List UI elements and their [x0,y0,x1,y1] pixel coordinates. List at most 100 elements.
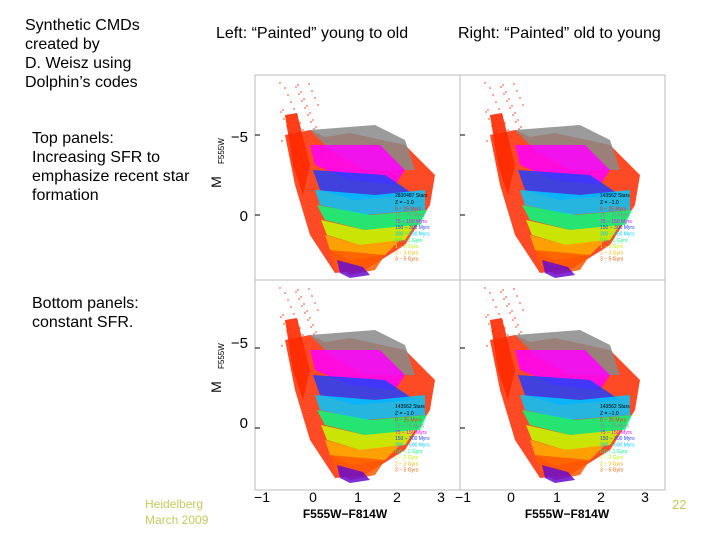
y-axis-label-sub: F555W [217,138,226,164]
left-caption: Left: “Painted” young to old [216,25,409,42]
x-axis-label: F555W−F814W [525,507,610,520]
scatter-point [518,333,520,335]
x-tick-label: −1 [455,489,471,505]
top-panels-note: Top panels: Increasing SFR to emphasize … [32,130,190,204]
legend-entry: 300 − 600 Myrs [600,232,635,238]
legend-entry: 3 − 5 Gyrs [600,468,624,474]
scatter-point [309,112,311,114]
legend-entry: 1 − 2 Gyrs [600,244,624,250]
x-tick-label: 3 [641,489,649,505]
x-tick-label: 2 [393,489,401,505]
scatter-point [502,84,504,86]
y-axis-label-text: M [208,176,224,188]
y-axis-label-sub: F555W [217,343,226,369]
credit-text: Synthetic CMDs created by D. Weisz using… [25,17,140,91]
legend-star-count: 143562 Stars [600,404,630,410]
scatter-point [522,104,524,106]
scatter-point [488,118,490,120]
scatter-point [519,97,521,99]
scatter-point [309,317,311,319]
right-caption: Right: “Painted” old to young [458,25,661,42]
legend-entry: 25 − 75 Myrs [600,424,630,430]
scatter-point [506,305,508,307]
upper-main-sequence [490,113,515,195]
scatter-point [502,289,504,291]
scatter-point [508,98,510,100]
scatter-point [485,316,487,318]
cmd-color-band [315,395,425,420]
scatter-point [520,331,522,333]
scatter-point [315,126,317,128]
legend-entry: 0 − 25 Myrs [395,206,422,212]
scatter-point [302,129,304,131]
legend-entry: 150 − 300 Myrs [600,225,635,231]
legend-entry: 1 − 2 Gyrs [395,455,419,461]
scatter-point [489,87,491,89]
scatter-point [306,105,308,107]
cmd-color-band [317,410,427,435]
slide-number: 22 [672,497,687,512]
y-axis-label-top: M F555W [208,138,226,188]
scatter-point [485,111,487,113]
scatter-point [518,128,520,130]
scatter-point [311,295,313,297]
scatter-point [282,109,284,111]
x-tick-label: 3 [437,489,445,505]
scatter-point [505,91,507,93]
scatter-point [293,108,295,110]
scatter-point [492,94,494,96]
scatter-point [281,140,283,142]
footer-venue: Heidelberg March 2009 [145,497,209,527]
scatter-point [308,288,310,290]
cmd-color-band [337,465,370,483]
scatter-point [517,119,519,121]
cmd-color-band [542,260,575,278]
legend-entry: 2 − 3 Gyrs [600,250,624,256]
legend-entry: 0.6 − 1 Gyrs [395,449,423,455]
y-tick-label: 0 [240,415,248,432]
scatter-point [287,299,289,301]
scatter-point [284,87,286,89]
scatter-point [484,287,486,289]
scatter-point [516,295,518,297]
scatter-point [509,312,511,314]
scatter-point [515,121,517,123]
cmd-color-band [526,425,620,450]
x-tick-label: −1 [254,489,270,505]
scatter-point [514,317,516,319]
scatter-point [514,112,516,114]
legend-entry: 1 − 2 Gyrs [395,244,419,250]
legend-entry: Z = −1.0 [600,411,619,417]
scatter-point [314,302,316,304]
scatter-point [505,296,507,298]
scatter-point [512,114,514,116]
scatter-point [283,118,285,120]
scatter-point [484,82,486,84]
scatter-point [280,316,282,318]
scatter-point [283,323,285,325]
scatter-point [311,90,313,92]
scatter-point [507,334,509,336]
scatter-point [280,111,282,113]
scatter-point [503,93,505,95]
legend-entry: 25 − 75 Myrs [395,213,425,219]
scatter-point [489,292,491,294]
scatter-point [506,100,508,102]
cmd-color-band [321,220,415,245]
scatter-point [300,296,302,298]
upper-main-sequence [285,113,310,195]
x-tick-label: 1 [354,489,362,505]
scatter-point [503,298,505,300]
legend-star-count: 143562 Stars [395,404,425,410]
legend-entry: Z = −1.0 [395,411,414,417]
scatter-point [520,126,522,128]
legend-star-count: 2830487 Stars [395,193,428,199]
scatter-point [486,140,488,142]
scatter-point [516,90,518,92]
cmd-color-band [542,465,575,483]
scatter-point [303,303,305,305]
legend-entry: 300 − 600 Myrs [395,232,430,238]
y-axis-label-text: M [208,381,224,393]
scatter-point [509,107,511,109]
